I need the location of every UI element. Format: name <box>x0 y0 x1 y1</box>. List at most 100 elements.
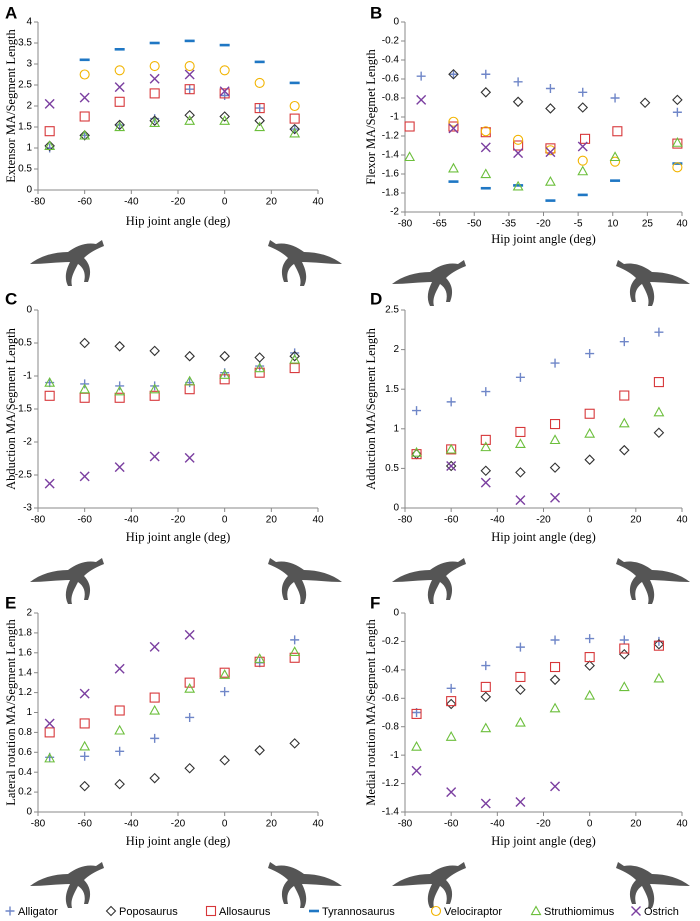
point <box>481 69 491 79</box>
point <box>289 100 300 112</box>
y-tick-label: 1 <box>26 143 32 154</box>
point <box>446 461 457 472</box>
x-tick-label: -40 <box>490 515 505 526</box>
point <box>671 137 683 147</box>
point <box>114 663 125 674</box>
point <box>219 115 231 125</box>
point <box>672 162 683 165</box>
x-tick-label: -40 <box>124 197 139 208</box>
y-tick-label: -1 <box>23 371 32 382</box>
x-tick-label: -50 <box>467 219 482 230</box>
y-axis-title: Extensor MA/Segment Length <box>4 29 18 183</box>
y-tick-label: -2.5 <box>15 470 33 481</box>
point <box>619 390 630 401</box>
y-axis-title: Abduction MA/Segment Length <box>4 327 18 490</box>
x-tick-label: 0 <box>222 515 228 526</box>
point <box>513 134 524 145</box>
point <box>446 397 456 407</box>
point <box>448 121 459 132</box>
point <box>545 84 555 93</box>
point <box>114 392 125 403</box>
point <box>79 392 90 403</box>
point <box>446 696 457 707</box>
point <box>219 350 230 362</box>
point <box>448 180 459 183</box>
point <box>545 147 556 158</box>
point <box>289 127 301 138</box>
point <box>515 495 526 506</box>
point <box>114 462 125 473</box>
point <box>672 107 682 117</box>
point <box>515 684 526 696</box>
point <box>114 705 125 716</box>
y-tick-label: 0.6 <box>18 747 32 758</box>
x-axis-title: Hip joint angle (deg) <box>126 530 231 544</box>
point <box>549 434 561 445</box>
point <box>184 677 195 688</box>
x-tick-label: 40 <box>312 197 324 208</box>
point <box>219 88 230 99</box>
point <box>609 151 621 162</box>
point <box>584 652 595 663</box>
x-tick-label: -20 <box>536 219 551 230</box>
panel-label: D <box>370 289 382 308</box>
y-tick-label: 0.4 <box>18 767 32 778</box>
point <box>289 350 300 362</box>
point <box>79 688 90 699</box>
point <box>79 69 90 80</box>
point <box>639 97 651 109</box>
x-tick-label: 25 <box>642 219 654 230</box>
x-tick-label: -20 <box>171 515 186 526</box>
point <box>480 142 491 153</box>
point <box>549 661 561 673</box>
point <box>219 111 230 122</box>
point <box>149 772 160 784</box>
point <box>584 689 596 700</box>
point <box>549 674 561 686</box>
point <box>411 449 422 460</box>
y-tick-label: -0.6 <box>382 693 400 704</box>
y-tick-label: 2 <box>26 608 32 619</box>
x-tick-label: -60 <box>77 515 92 526</box>
point <box>254 367 265 378</box>
panel-label: B <box>370 3 382 22</box>
x-axis-title: Hip joint angle (deg) <box>491 834 596 848</box>
point <box>550 358 560 368</box>
y-axis-title: Adduction MA/Segment Length <box>364 327 378 490</box>
x-tick-label: -40 <box>490 819 505 830</box>
point <box>545 145 556 156</box>
y-tick-label: -0.4 <box>382 55 400 66</box>
point <box>114 48 125 51</box>
point <box>149 641 160 652</box>
y-axis-title: Lateral rotation MA/Segment Length <box>4 619 18 806</box>
x-tick-label: 0 <box>222 197 228 208</box>
legend-label: Tyrannosaurus <box>322 906 395 918</box>
point <box>114 724 126 735</box>
legend-marker <box>205 905 217 917</box>
panel-label: E <box>5 593 16 612</box>
point <box>79 111 90 122</box>
point <box>44 718 55 729</box>
legend-marker <box>105 905 117 917</box>
point <box>480 87 492 98</box>
point <box>185 712 195 722</box>
point <box>79 58 90 62</box>
point <box>149 61 160 72</box>
point <box>411 708 422 719</box>
point <box>672 162 683 173</box>
point <box>577 155 588 166</box>
point <box>515 426 526 438</box>
x-tick-label: 0 <box>587 819 593 830</box>
x-tick-label: -35 <box>502 219 517 230</box>
point <box>184 84 195 95</box>
point <box>290 635 300 645</box>
point <box>618 681 630 692</box>
x-tick-label: 20 <box>266 515 278 526</box>
point <box>184 61 195 72</box>
point <box>619 444 630 456</box>
point <box>550 635 560 645</box>
point <box>610 93 620 103</box>
point <box>114 96 125 107</box>
y-tick-label: -1.5 <box>15 404 33 415</box>
point <box>584 408 595 419</box>
